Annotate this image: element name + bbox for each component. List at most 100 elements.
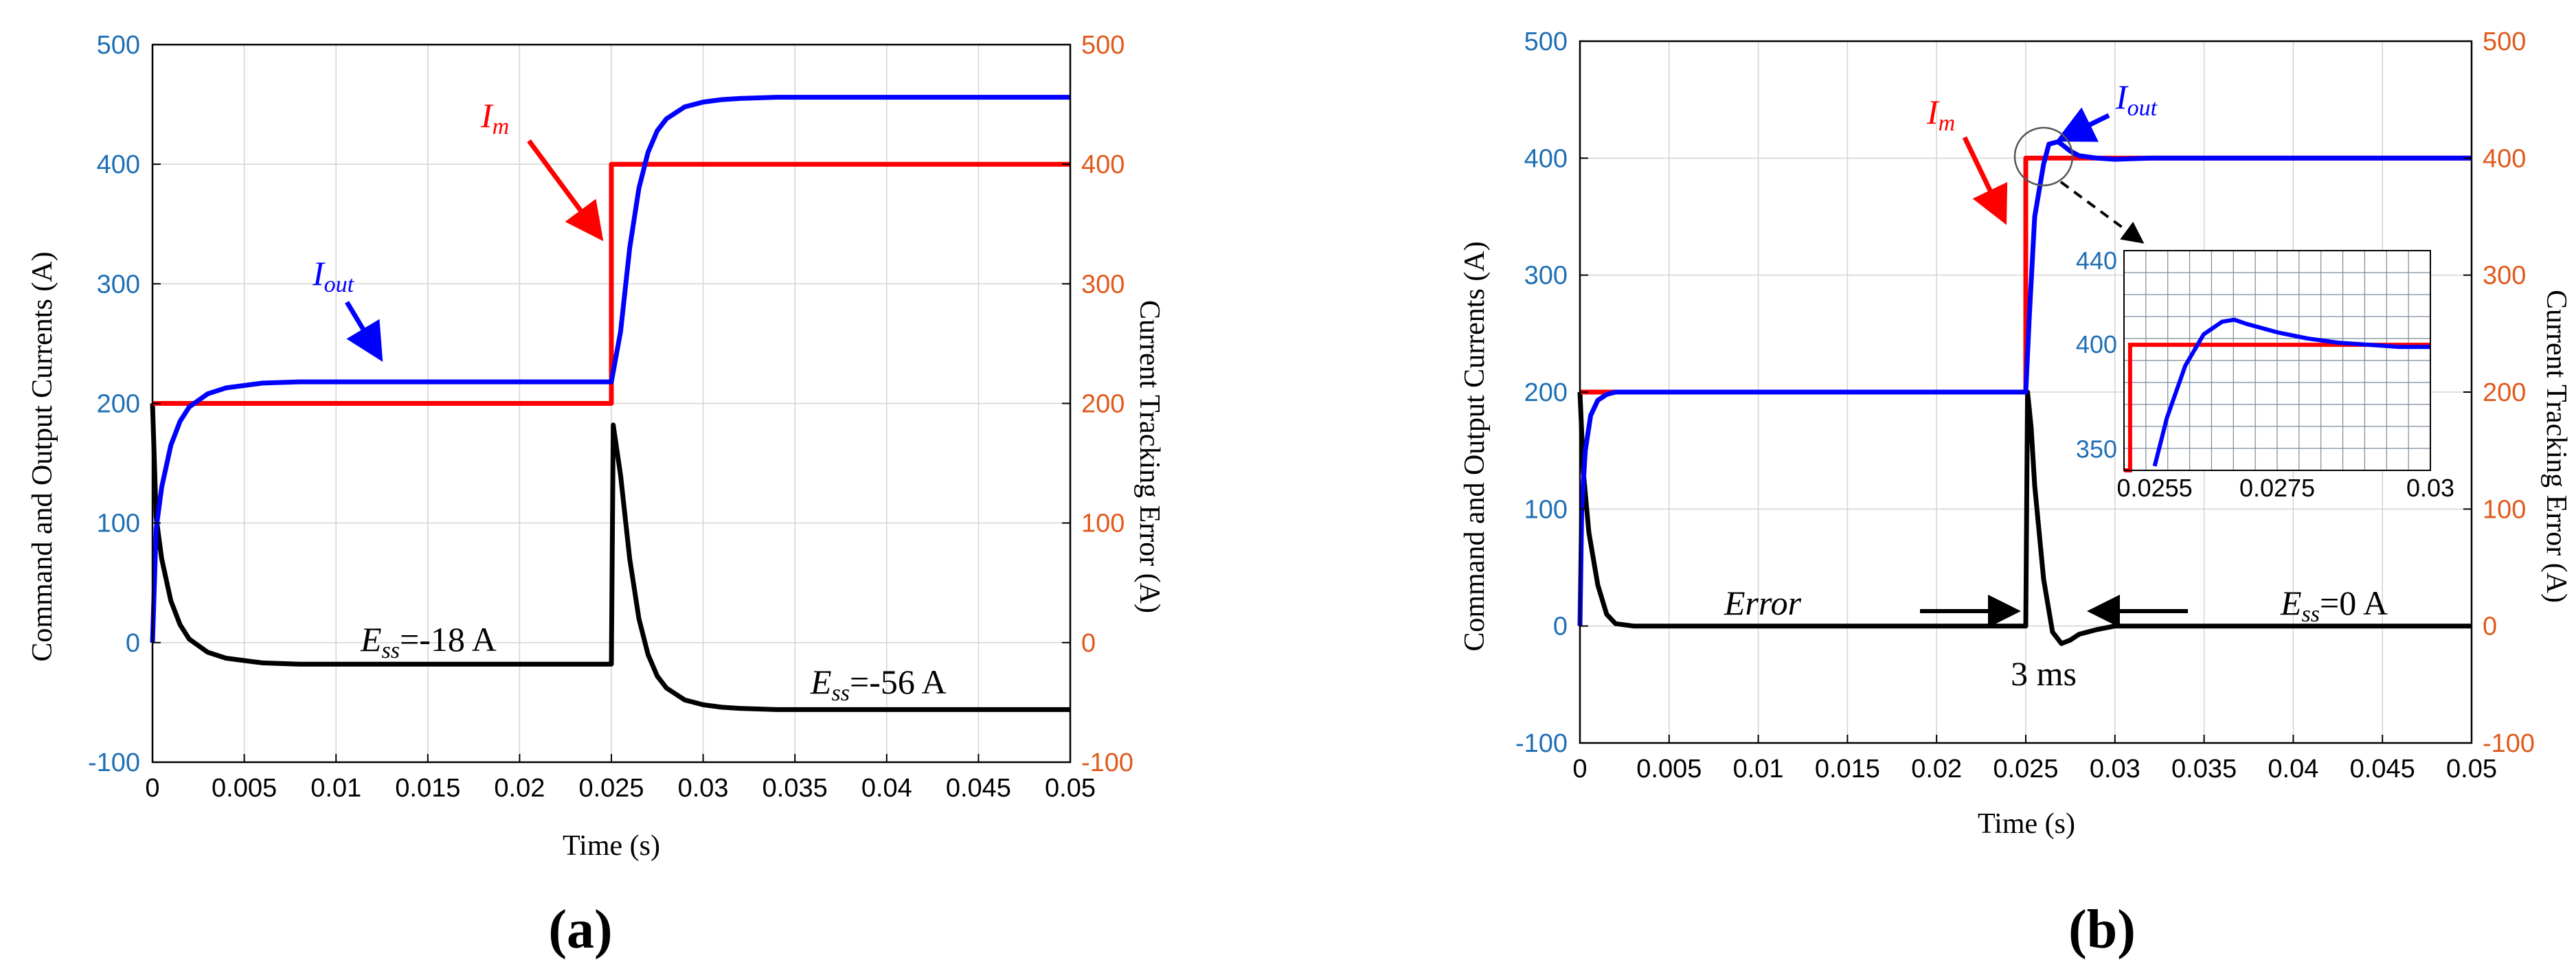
tick-label-x: 0.03 (678, 774, 729, 803)
tick-label-y: 400 (1524, 144, 1568, 173)
panel-label-a: (a) (548, 900, 612, 960)
ticks-b: 0 0.005 0.01 0.015 0.02 0.025 0.03 0.035 0.04 0.0… (1515, 27, 2535, 783)
ess-label-b-main: E (2280, 584, 2302, 622)
chart-panel-b: 0 0.005 0.01 0.015 0.02 0.025 0.03 0.035 0.04 0.0… (1459, 27, 2572, 960)
tick-label-x: 0.045 (2350, 755, 2415, 783)
tick-label-y: 0 (1553, 613, 1568, 641)
iout-label-a-main: I (312, 254, 326, 293)
series-line-error (150, 403, 1070, 712)
tick-label-x: 0.05 (1045, 774, 1096, 803)
inset-plot: 0.0255 0.0275 0.03 350 400 440 (2076, 247, 2454, 502)
tick-label-x: 0 (1572, 755, 1587, 783)
im-label-b-main: I (1926, 93, 1940, 131)
tick-label-x: 0 (145, 774, 159, 803)
tick-label-x: 0.04 (2268, 755, 2318, 783)
iout-arrow-b (2055, 107, 2110, 142)
inset-tick-label-y: 350 (2076, 435, 2117, 463)
tick-label-x: 0.025 (1993, 755, 2058, 783)
y-axis-label-a: Command and Output Currents (A) (27, 251, 58, 661)
series-line-error (1577, 389, 2472, 646)
iout-label-a: Iout (312, 254, 355, 297)
tick-label-y2: 300 (2483, 262, 2526, 290)
inset-tick-label-x: 0.03 (2406, 474, 2454, 502)
series-line-command (152, 161, 1070, 406)
zoom-pointer (2059, 181, 2145, 244)
series-line-output (1577, 139, 2472, 626)
tick-label-y2: -100 (2483, 729, 2535, 758)
iout-label-b-main: I (2115, 78, 2129, 116)
tick-label-y: 500 (97, 31, 140, 60)
im-label-a-sub: m (493, 114, 510, 139)
inset-line-output (2152, 317, 2430, 467)
ess-label-b: Ess=0 A (2280, 584, 2388, 627)
tick-label-y2: 200 (1081, 390, 1125, 419)
tick-label-y: 400 (97, 150, 140, 179)
tick-label-y: 100 (97, 510, 140, 538)
tick-label-x: 0.03 (2090, 755, 2140, 783)
ess-label-a1-suffix: =-18 A (400, 620, 497, 659)
tick-label-y2: 0 (1081, 629, 1096, 658)
ess-label-b-suffix: =0 A (2320, 584, 2388, 622)
tick-label-y: -100 (1515, 729, 1568, 758)
tick-label-y: 500 (1524, 27, 1568, 56)
ms-label-b: 3 ms (2011, 654, 2077, 693)
error-label-b: Error (1724, 584, 1802, 622)
tick-label-y: 200 (1524, 378, 1568, 407)
iout-label-b: Iout (2115, 78, 2158, 121)
tick-label-x: 0.005 (1636, 755, 1702, 783)
tick-label-x: 0.015 (1815, 755, 1880, 783)
series-group-b (1577, 139, 2472, 646)
tick-label-x: 0.02 (1911, 755, 1962, 783)
tick-label-y2: 400 (1081, 150, 1125, 179)
y2-axis-label-a: Current Tracking Error (A) (1133, 300, 1165, 613)
tick-label-y2: -100 (1081, 748, 1133, 777)
tick-label-y2: 500 (2483, 27, 2526, 56)
tick-label-x: 0.05 (2446, 755, 2497, 783)
inset-tick-label-y: 400 (2076, 330, 2117, 358)
tick-label-y: 300 (1524, 262, 1568, 290)
series-line-output (150, 95, 1070, 643)
iout-label-b-sub: out (2127, 95, 2158, 121)
tick-label-y: 100 (1524, 495, 1568, 524)
x-axis-label-b: Time (s) (1978, 808, 2075, 840)
chart-panel-a: 0 0.005 0.01 0.015 0.02 0.025 0.03 0.035 0.04 0.0… (27, 31, 1165, 960)
tick-label-y: 200 (97, 390, 140, 419)
ess-label-b-sub: ss (2302, 602, 2320, 627)
x-axis-label-a: Time (s) (563, 830, 660, 862)
tick-label-x: 0.045 (946, 774, 1011, 803)
tick-label-x: 0.04 (861, 774, 912, 803)
tick-label-y2: 500 (1081, 31, 1125, 60)
iout-arrow-a (344, 301, 383, 363)
im-label-b-sub: m (1939, 111, 1956, 136)
tick-label-x: 0.01 (310, 774, 361, 803)
inset-tick-label-y: 440 (2076, 247, 2117, 275)
tick-label-x: 0.025 (578, 774, 644, 803)
series-group-a (150, 95, 1070, 712)
inset-tick-label-x: 0.0255 (2117, 474, 2193, 502)
zoom-circle (2013, 126, 2074, 187)
tick-label-x: 0.005 (212, 774, 277, 803)
tick-label-y: -100 (88, 748, 140, 777)
inset-frame (2123, 250, 2431, 471)
tick-label-x: 0.035 (2171, 755, 2237, 783)
tick-label-x: 0.02 (494, 774, 545, 803)
inset-grid (2124, 251, 2430, 470)
im-label-a-main: I (480, 96, 494, 135)
ess-label-a1-sub: ss (382, 638, 400, 663)
im-label-a: Im (480, 96, 509, 139)
ess-label-a2: Ess=-56 A (810, 663, 947, 706)
tick-label-y2: 100 (1081, 510, 1125, 538)
y2-axis-label-b: Current Tracking Error (A) (2540, 290, 2572, 603)
ess-label-a2-suffix: =-56 A (850, 663, 947, 701)
im-arrow-a (527, 139, 604, 242)
inset-ticks: 0.0255 0.0275 0.03 350 400 440 (2076, 247, 2454, 502)
tick-label-x: 0.035 (762, 774, 828, 803)
tick-label-y: 0 (126, 629, 140, 658)
tick-label-y2: 100 (2483, 495, 2526, 524)
ess-label-a1: Ess=-18 A (360, 620, 497, 663)
tick-label-y2: 300 (1081, 270, 1125, 299)
tick-label-y2: 400 (2483, 144, 2526, 173)
tick-label-y: 300 (97, 270, 140, 299)
